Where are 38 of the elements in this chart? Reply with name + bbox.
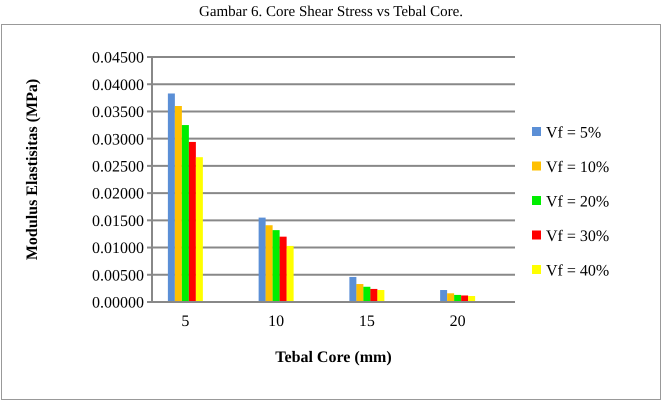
y-tick-label: 0.02500 bbox=[92, 158, 144, 176]
bar bbox=[349, 276, 356, 302]
bar bbox=[266, 225, 273, 302]
y-tick-label: 0.03000 bbox=[92, 131, 144, 148]
x-tick-label: 5 bbox=[181, 313, 190, 330]
bar bbox=[440, 290, 448, 302]
bar bbox=[258, 218, 266, 302]
y-axis-title: Modulus Elastisitas (MPa) bbox=[24, 78, 41, 260]
x-tick-label: 10 bbox=[268, 313, 284, 330]
y-tick-label: 0.04000 bbox=[92, 76, 144, 94]
bar bbox=[174, 106, 182, 302]
legend-label: Vf = 30% bbox=[546, 228, 610, 246]
bar bbox=[272, 230, 280, 302]
bar bbox=[168, 93, 175, 302]
x-axis-title: Tebal Core (mm) bbox=[275, 349, 392, 366]
legend-label: Vf = 5% bbox=[546, 124, 602, 142]
legend-label: Vf = 20% bbox=[546, 194, 610, 211]
bar bbox=[363, 286, 370, 302]
y-tick-label: 0.03500 bbox=[92, 104, 144, 122]
bar bbox=[370, 288, 378, 302]
chart-title: Gambar 6. Core Shear Stress vs Tebal Core. bbox=[198, 4, 464, 20]
y-tick-label: 0.02000 bbox=[92, 186, 144, 203]
bar bbox=[356, 284, 364, 302]
bar bbox=[280, 236, 287, 302]
x-tick-label: 20 bbox=[450, 313, 466, 330]
bar bbox=[182, 125, 189, 302]
bar bbox=[377, 290, 384, 302]
y-tick-label: 0.00000 bbox=[92, 294, 144, 312]
bar bbox=[286, 246, 294, 302]
bar bbox=[188, 142, 196, 302]
y-tick-label: 0.01000 bbox=[92, 240, 144, 258]
bar bbox=[196, 157, 203, 302]
y-tick-label: 0.04500 bbox=[92, 50, 144, 67]
y-tick-label: 0.01500 bbox=[92, 212, 144, 230]
y-tick-label: 0.00500 bbox=[92, 267, 144, 284]
x-tick-label: 15 bbox=[358, 313, 375, 330]
legend-label: Vf = 10% bbox=[546, 159, 610, 176]
legend-label: Vf = 40% bbox=[546, 262, 610, 280]
